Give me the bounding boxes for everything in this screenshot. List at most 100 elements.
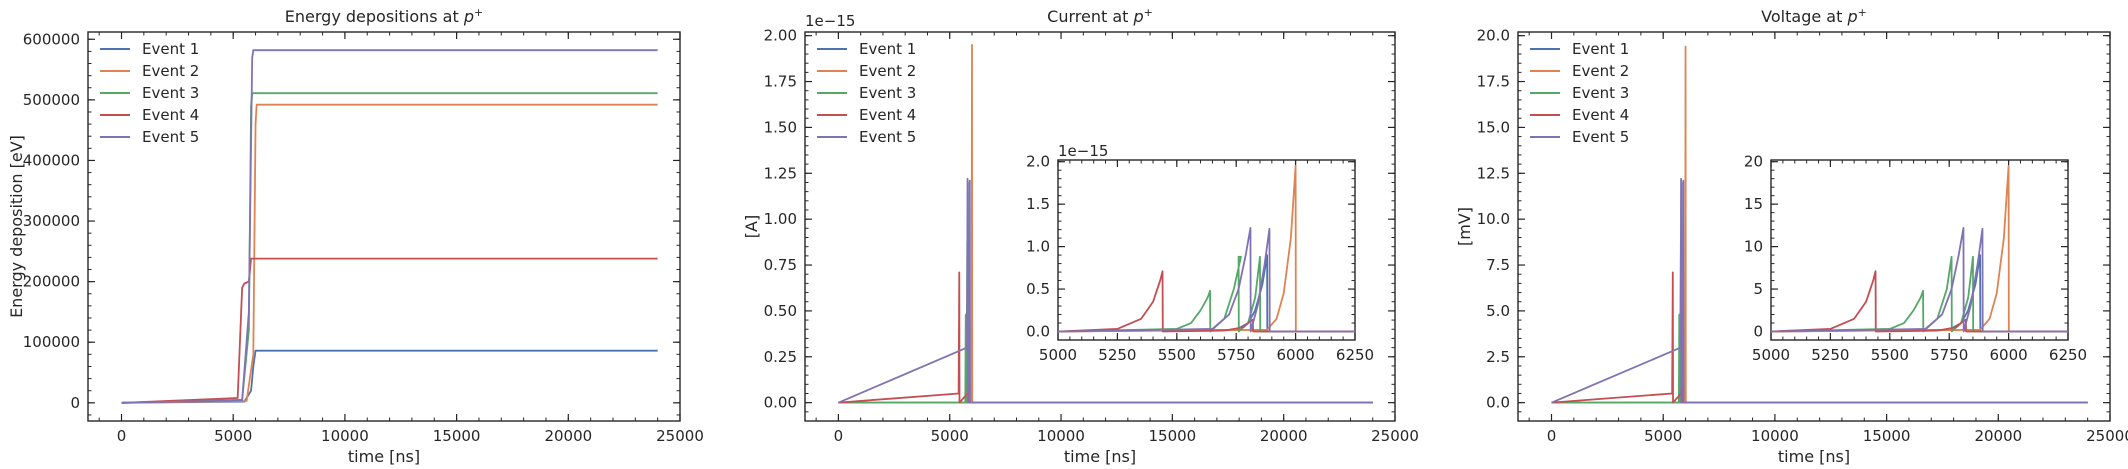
- inset3-series-4: [1771, 270, 2068, 333]
- legend-label-2: Event 2: [142, 62, 199, 80]
- legend-label-1: Event 1: [1572, 40, 1629, 58]
- legend-label-4: Event 4: [859, 106, 916, 124]
- legend-label-3: Event 3: [142, 84, 199, 102]
- inset2-ytick-label: 0.0: [1026, 323, 1050, 341]
- inset-y-offset-label: 1e−15: [1058, 142, 1108, 160]
- panel2-xtick-label: 15000: [1148, 427, 1196, 445]
- inset2-xtick-label: 5500: [1158, 346, 1196, 364]
- legend-label-1: Event 1: [859, 40, 916, 58]
- panel1-ytick-label: 600000: [23, 30, 80, 48]
- panel3-ytick-label: 17.5: [1477, 73, 1510, 91]
- panel1-ytick-label: 300000: [23, 212, 80, 230]
- legend-label-5: Event 5: [142, 128, 199, 146]
- chart-title: Voltage at p+: [1761, 6, 1867, 26]
- panel1-xtick-label: 0: [117, 427, 127, 445]
- panel2-ytick-label: 1.50: [764, 118, 797, 136]
- chart-title: Energy depositions at p+: [285, 6, 483, 26]
- panel2-ytick-label: 0.00: [764, 394, 797, 412]
- inset2-lines: [1058, 165, 1355, 333]
- panel2-ytick-label: 2.00: [764, 27, 797, 45]
- panel3-lines: [1551, 45, 2088, 404]
- legend-label-4: Event 4: [142, 106, 199, 124]
- panel2-xtick-label: 0: [834, 427, 844, 445]
- panel3-ytick-label: 5.0: [1486, 302, 1510, 320]
- panel1-xtick-label: 5000: [214, 427, 252, 445]
- panel1-xtick-label: 25000: [656, 427, 704, 445]
- inset3-series-3: [1771, 255, 2068, 333]
- legend-label-1: Event 1: [142, 40, 199, 58]
- inset2-series-4: [1058, 270, 1355, 333]
- x-axis-label: time [ns]: [1064, 447, 1136, 466]
- inset2-series-2: [1058, 165, 1355, 333]
- panel1-series-4: [121, 257, 658, 404]
- panel2-ytick-label: 0.75: [764, 256, 797, 274]
- chart-title-text: Energy depositions at: [285, 7, 464, 26]
- panel2-ytick-label: 0.25: [764, 348, 797, 366]
- panel1-xtick-label: 20000: [544, 427, 592, 445]
- inset3-frame: [1770, 159, 2069, 341]
- inset3-xtick-label: 5750: [1930, 346, 1968, 364]
- panel2-ytick-label: 1.25: [764, 164, 797, 182]
- panel3-xtick-label: 0: [1547, 427, 1557, 445]
- inset3-xtick-label: 6000: [1990, 346, 2028, 364]
- inset-panel-3: 5000 5250 5500 5750 6000 6250 0 5 10 15 20: [1744, 153, 2087, 364]
- chart-panel-2: 0 5000 10000 15000 20000 25000 0.00 0.25 0.50 0.7…: [742, 6, 1419, 466]
- panel1-lines: [121, 49, 658, 404]
- panel3-ytick-label: 0.0: [1486, 394, 1510, 412]
- panel2-xtick-label: 5000: [931, 427, 969, 445]
- y-offset-label: 1e−15: [805, 12, 855, 30]
- panel1-ytick-label: 400000: [23, 151, 80, 169]
- legend-label-3: Event 3: [859, 84, 916, 102]
- chart-title-text: Voltage at: [1761, 7, 1847, 26]
- legend-label-5: Event 5: [1572, 128, 1629, 146]
- chart-title-sup: +: [474, 6, 483, 19]
- panel3-xtick-label: 15000: [1863, 427, 1911, 445]
- x-axis-label: time [ns]: [1778, 447, 1850, 466]
- panel2-ytick-label: 1.75: [764, 73, 797, 91]
- inset3-ytick-label: 0: [1753, 323, 1763, 341]
- inset3-xtick-label: 6250: [2049, 346, 2087, 364]
- legend-label-4: Event 4: [1572, 106, 1629, 124]
- legend-label-2: Event 2: [859, 62, 916, 80]
- chart-title-math: p: [1846, 7, 1857, 26]
- panel1-ytick-label: 0: [70, 394, 80, 412]
- inset3-series-5: [1771, 227, 2068, 333]
- inset3-xtick-label: 5250: [1811, 346, 1849, 364]
- inset2-frame: [1057, 159, 1356, 341]
- panel2-xtick-label: 10000: [1037, 427, 1085, 445]
- inset-panel-2: 5000 5250 5500 5750 6000 6250 0.0 0.5 1.0 1.5 2.0 1…: [1026, 142, 1374, 364]
- inset3-lines: [1771, 165, 2068, 333]
- y-axis-label: [A]: [742, 215, 761, 238]
- panel3-xtick-label: 5000: [1644, 427, 1682, 445]
- panel3-ytick-label: 10.0: [1477, 210, 1510, 228]
- panel2-ytick-label: 0.50: [764, 302, 797, 320]
- inset3-xtick-label: 5500: [1871, 346, 1909, 364]
- panel3-series-5: [1551, 177, 2088, 404]
- inset2-series-3: [1058, 255, 1355, 333]
- y-axis-label: Energy deposition [eV]: [7, 135, 26, 318]
- chart-title-math: p: [463, 7, 474, 26]
- panel3-xtick-label: 25000: [2086, 427, 2128, 445]
- panel2-series-5: [838, 177, 1373, 404]
- x-axis-label: time [ns]: [348, 447, 420, 466]
- chart-panel-3: 0 5000 10000 15000 20000 25000 0.0 2.5 5.0 7.5 10.…: [1455, 6, 2128, 466]
- chart-title-math: p: [1132, 7, 1143, 26]
- inset2-ytick-label: 0.5: [1026, 280, 1050, 298]
- panel3-xtick-label: 10000: [1751, 427, 1799, 445]
- inset2-ytick-label: 1.0: [1026, 238, 1050, 256]
- inset3-ytick-label: 20: [1744, 153, 1763, 171]
- inset3-ytick-label: 10: [1744, 238, 1763, 256]
- inset2-series-5: [1058, 227, 1355, 333]
- chart-panel-1: 0 5000 10000 15000 20000 25000 0 100000 200000 30…: [7, 6, 704, 466]
- chart-title-text: Current at: [1047, 7, 1133, 26]
- panel3-ytick-label: 2.5: [1486, 348, 1510, 366]
- inset2-xtick-label: 6000: [1277, 346, 1315, 364]
- chart-title: Current at p+: [1047, 6, 1153, 26]
- panel2-xtick-label: 20000: [1260, 427, 1308, 445]
- inset2-ytick-label: 1.5: [1026, 195, 1050, 213]
- panel1-ytick-label: 500000: [23, 91, 80, 109]
- legend-label-2: Event 2: [1572, 62, 1629, 80]
- legend-label-5: Event 5: [859, 128, 916, 146]
- inset3-xtick-label: 5000: [1752, 346, 1790, 364]
